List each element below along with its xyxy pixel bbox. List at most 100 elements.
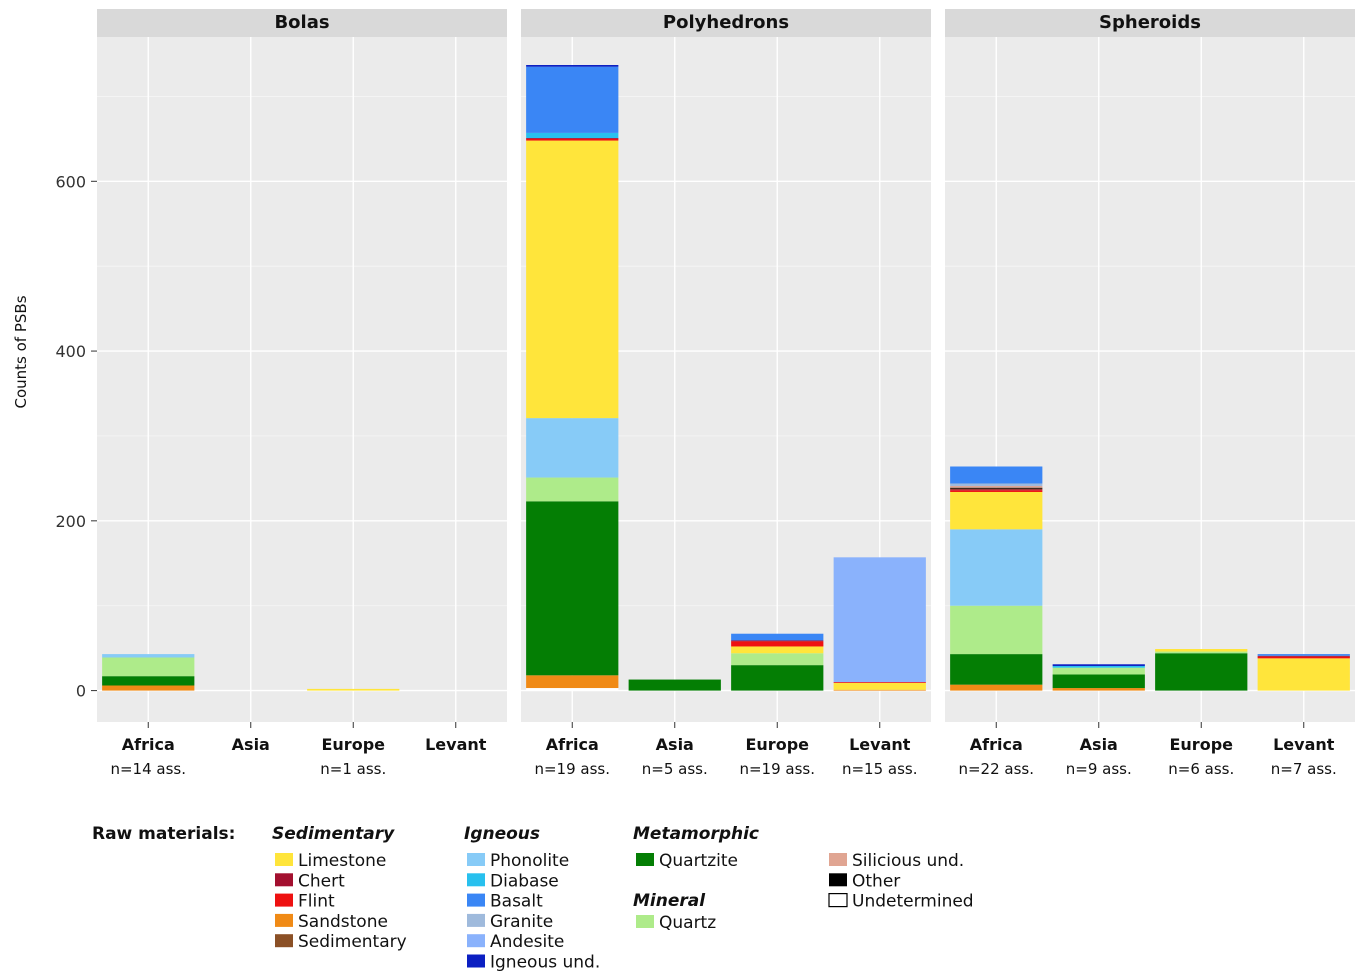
x-category-label: Levant: [425, 735, 487, 754]
bar-segment-spheroids-africa-quartz: [950, 605, 1043, 655]
legend-group-title: Igneous: [464, 824, 540, 844]
bar-segment-polyhedrons-africa-flint: [526, 138, 619, 141]
legend-swatch-igneous-und: [467, 954, 485, 968]
legend-group-igneous: Igneous PhonoliteDiabaseBasaltGraniteAnde…: [464, 824, 600, 972]
legend-swatch-diabase: [467, 873, 485, 887]
legend-label-flint: Flint: [298, 892, 335, 912]
bar-segment-spheroids-africa-limestone: [950, 491, 1043, 530]
bar-segment-polyhedrons-levant-andesite: [833, 557, 926, 683]
x-category-label: Levant: [1273, 735, 1335, 754]
bar-segment-polyhedrons-africa-quartzite: [526, 501, 619, 676]
bar-segment-spheroids-africa-sedimentary: [950, 488, 1043, 490]
bar-segment-polyhedrons-africa-chert: [526, 138, 619, 139]
legend-swatch-other: [829, 873, 847, 887]
panel-background: [97, 37, 507, 722]
legend-label-other: Other: [852, 871, 900, 891]
panel-title: Spheroids: [1099, 12, 1201, 33]
x-category-label: Asia: [232, 735, 270, 754]
legend-label-sandstone: Sandstone: [298, 912, 388, 932]
x-category-label: Asia: [656, 735, 694, 754]
bar-segment-bolas-africa-sandstone: [102, 685, 195, 691]
legend-swatch-granite: [467, 913, 485, 927]
bar-segment-polyhedrons-europe-limestone: [731, 646, 824, 654]
x-category-label: Africa: [546, 735, 599, 754]
bar-segment-spheroids-africa-granite: [950, 483, 1043, 487]
legend-label-andesite: Andesite: [490, 932, 564, 952]
legend-label-igneous-und: Igneous und.: [490, 953, 600, 972]
bar-segment-polyhedrons-europe-quartz: [731, 653, 824, 666]
bar-segment-polyhedrons-africa-phonolite: [526, 418, 619, 478]
x-n-label: n=14 ass.: [110, 760, 186, 778]
bar-segment-spheroids-europe-limestone: [1155, 649, 1248, 652]
bar-segment-polyhedrons-africa-undetermined: [526, 688, 619, 691]
bar-segment-spheroids-africa-flint: [950, 490, 1043, 492]
x-category-label: Africa: [970, 735, 1023, 754]
panel-title: Polyhedrons: [663, 12, 789, 33]
panel-strip: [97, 9, 507, 37]
x-category-label: Africa: [122, 735, 175, 754]
legend: Raw materials: Sedimentary LimestoneChert…: [92, 824, 974, 972]
x-n-label: n=15 ass.: [842, 760, 918, 778]
legend-label-diabase: Diabase: [490, 871, 559, 891]
bar-segment-polyhedrons-levant-limestone: [833, 682, 926, 690]
bar-segment-spheroids-asia-quartz: [1052, 667, 1145, 675]
legend-label-quartzite: Quartzite: [659, 851, 738, 871]
y-tick-label: 400: [55, 342, 86, 361]
bar-segment-spheroids-levant-basalt: [1257, 654, 1350, 656]
bar-segment-spheroids-africa-silicious-und: [950, 486, 1043, 488]
legend-swatch-undetermined: [828, 892, 848, 908]
panel-strip: [521, 9, 931, 37]
x-category-label: Asia: [1080, 735, 1118, 754]
bar-segment-spheroids-africa-quartzite: [950, 654, 1043, 685]
legend-swatch-silicious-und: [829, 853, 847, 866]
bar-segment-spheroids-asia-quartzite: [1052, 674, 1145, 689]
bar-segment-spheroids-europe-quartz: [1155, 651, 1248, 654]
x-n-label: n=22 ass.: [958, 760, 1034, 778]
y-tick-label: 200: [55, 512, 86, 531]
bar-segment-spheroids-africa-sandstone: [950, 684, 1043, 691]
bar-segment-bolas-africa-quartz: [102, 657, 195, 677]
bar-segment-polyhedrons-asia-quartzite: [628, 679, 721, 691]
y-tick-label: 0: [76, 682, 86, 701]
legend-group-sedimentary: SedimentaryLimestoneChertFlintSandstoneS…: [272, 824, 407, 952]
legend-group-title: Metamorphic: [633, 824, 759, 844]
x-category-label: Europe: [321, 735, 385, 754]
legend-label-basalt: Basalt: [490, 892, 543, 912]
legend-label-undetermined: Undetermined: [852, 892, 974, 912]
panel-spheroids: Spheroids Africa n=22 ass. Asia n=9 ass. Euro…: [945, 9, 1355, 778]
legend-title: Raw materials:: [92, 824, 235, 844]
bar-segment-bolas-africa-quartzite: [102, 676, 195, 686]
bar-segment-polyhedrons-levant-sandstone: [833, 689, 926, 691]
x-category-label: Europe: [1169, 735, 1233, 754]
bar-segment-polyhedrons-africa-quartz: [526, 477, 619, 502]
legend-swatch-quartz: [636, 915, 654, 928]
panel-title: Bolas: [274, 12, 329, 33]
bar-segment-polyhedrons-africa-sandstone: [526, 675, 619, 689]
x-n-label: n=1 ass.: [320, 760, 386, 778]
legend-label-silicious-und: Silicious und.: [852, 851, 964, 871]
bar-segment-polyhedrons-europe-flint: [731, 641, 824, 647]
legend-swatch-limestone: [275, 853, 293, 866]
legend-label-limestone: Limestone: [298, 851, 386, 871]
bar-segment-spheroids-africa-other: [950, 487, 1043, 489]
x-n-label: n=7 ass.: [1271, 760, 1337, 778]
bar-segment-spheroids-levant-limestone: [1257, 658, 1350, 691]
bar-segment-bolas-europe-limestone: [307, 688, 400, 691]
panel-strip: [945, 9, 1355, 37]
bar-segment-spheroids-europe-quartzite: [1155, 653, 1248, 691]
x-n-label: n=5 ass.: [642, 760, 708, 778]
y-tick-label: 600: [55, 172, 86, 191]
y-axis-title: Counts of PSBs: [12, 295, 30, 408]
bar-segment-polyhedrons-europe-quartzite: [731, 665, 824, 691]
bar-segment-polyhedrons-africa-igneous-und: [526, 65, 619, 67]
x-n-label: n=6 ass.: [1168, 760, 1234, 778]
legend-swatch-flint: [275, 893, 293, 907]
x-n-label: n=9 ass.: [1066, 760, 1132, 778]
bar-segment-polyhedrons-africa-limestone: [526, 140, 619, 419]
legend-label-sedimentary: Sedimentary: [298, 932, 407, 952]
x-category-label: Levant: [849, 735, 911, 754]
legend-label-granite: Granite: [490, 912, 553, 932]
legend-swatch-chert: [275, 873, 293, 887]
